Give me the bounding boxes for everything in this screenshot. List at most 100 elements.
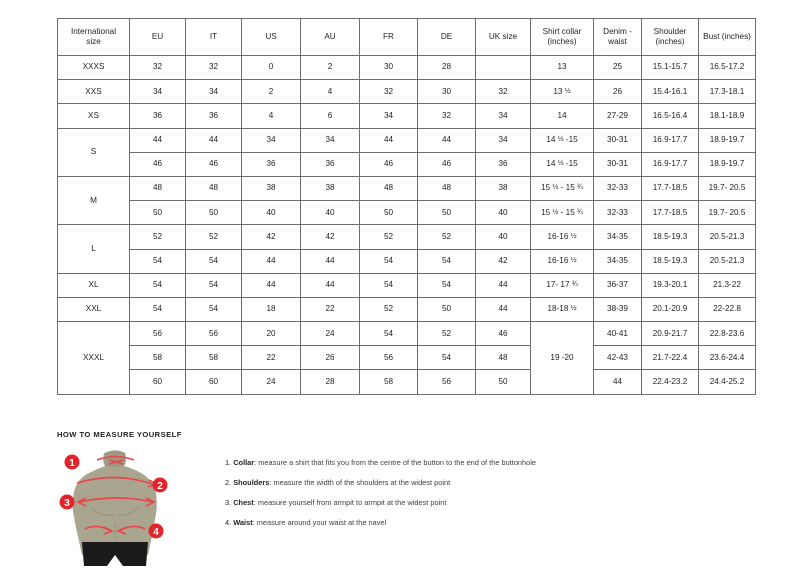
cell-au: 44 bbox=[300, 248, 360, 274]
cell-shirt-collar: 14 ½ -15 bbox=[530, 151, 594, 177]
cell-de: 44 bbox=[417, 127, 476, 153]
cell-fr: 54 bbox=[359, 321, 418, 347]
table-row: M 48 48 38 38 48 48 38 15 ½ - 15 ¾ 32-33 17.7-18.5… bbox=[57, 175, 756, 226]
cell-bust: 22.8-23.6 bbox=[698, 321, 756, 347]
collar-arrow bbox=[96, 455, 135, 465]
cell-fr: 58 bbox=[359, 369, 418, 395]
cell-de: 52 bbox=[417, 224, 476, 250]
cell-uk-size: 36 bbox=[475, 151, 531, 177]
marker-1: 1 bbox=[64, 454, 80, 470]
cell-denim-waist: 32-33 bbox=[593, 200, 642, 226]
cell-us: 38 bbox=[241, 175, 301, 202]
measure-step: 1. Collar: measure a shirt that fits you… bbox=[225, 459, 536, 466]
cell-fr: 34 bbox=[359, 103, 418, 129]
measure-step: 3. Chest: measure yourself from armpit t… bbox=[225, 499, 536, 506]
table-row: XXL 54 54 18 22 52 50 44 18-18 ½ 38-39 20.1-20.9 22… bbox=[57, 296, 756, 323]
cell-us: 2 bbox=[241, 79, 301, 105]
cell-fr: 52 bbox=[359, 224, 418, 250]
cell-us: 44 bbox=[241, 248, 301, 274]
cell-uk-size: 44 bbox=[475, 272, 531, 298]
cell-eu: 50 bbox=[129, 200, 186, 226]
measure-step-label: Shoulders bbox=[233, 477, 270, 487]
table-row: XXXL 56 56 20 24 54 52 46 19 -20 40-41 20.9-21.7 22… bbox=[57, 321, 756, 395]
table-row: 60 60 24 28 58 56 50 44 22.4-23.2 24.4-25.2 bbox=[58, 369, 756, 395]
cell-au: 34 bbox=[300, 127, 360, 153]
cell-shoulder: 17.7-18.5 bbox=[641, 175, 699, 202]
cell-us: 22 bbox=[241, 345, 301, 371]
cell-international-size: XXL bbox=[57, 296, 130, 323]
cell-shirt-collar: 16-16 ½ bbox=[530, 224, 594, 250]
header-row: International size EU IT US AU FR DE UK … bbox=[57, 18, 756, 56]
cell-shoulder: 20.1-20.9 bbox=[641, 296, 699, 323]
cell-international-size: S bbox=[57, 127, 130, 177]
cell-uk-size: 34 bbox=[475, 127, 531, 153]
measure-step-text: : measure the width of the shoulders at … bbox=[269, 477, 451, 487]
measure-step-text: : measure around your waist at the navel bbox=[252, 517, 387, 527]
cell-international-size: XL bbox=[57, 272, 130, 298]
table-row: XL 54 54 44 44 54 54 44 17- 17 ¾ 36-37 19.3-20.1 21… bbox=[57, 272, 756, 298]
measure-step-number: 1. bbox=[225, 458, 234, 467]
cell-au: 44 bbox=[300, 272, 360, 298]
table-row: XS 36 36 4 6 34 32 34 14 27-29 16.5-16.4 18.1-18.9 bbox=[57, 103, 756, 129]
cell-shirt-collar: 17- 17 ¾ bbox=[530, 272, 594, 298]
cell-bust: 24.4-25.2 bbox=[698, 369, 756, 395]
cell-de: 32 bbox=[417, 103, 476, 129]
header-line: waist bbox=[608, 37, 627, 46]
cell-au: 36 bbox=[300, 151, 360, 177]
cell-eu: 36 bbox=[129, 103, 186, 129]
column-header-it: IT bbox=[185, 18, 242, 56]
cell-de: 50 bbox=[417, 200, 476, 226]
cell-bust: 18.9-19.7 bbox=[698, 151, 756, 177]
how-to-measure-body: 1 2 3 4 1. Collar: measur bbox=[57, 445, 757, 566]
table-row: 50 50 40 40 50 50 40 15 ½ - 15 ¾ 32-33 17.7-18.5 1… bbox=[58, 200, 756, 226]
cell-de: 50 bbox=[417, 296, 476, 323]
cell-us: 24 bbox=[241, 369, 301, 395]
cell-bust: 17.3-18.1 bbox=[698, 79, 756, 105]
cell-us: 34 bbox=[241, 127, 301, 153]
cell-shoulder: 21.7-22.4 bbox=[641, 345, 699, 371]
svg-text:1: 1 bbox=[69, 458, 75, 469]
cell-denim-waist: 32-33 bbox=[593, 175, 642, 202]
cell-de: 52 bbox=[417, 321, 476, 347]
svg-text:3: 3 bbox=[64, 498, 70, 509]
cell-au: 24 bbox=[300, 321, 360, 347]
header-line: (inches) bbox=[547, 37, 577, 46]
cell-uk-size: 50 bbox=[475, 369, 531, 395]
cell-eu: 52 bbox=[129, 224, 186, 250]
cell-eu: 54 bbox=[129, 272, 186, 298]
cell-denim-waist: 30-31 bbox=[593, 127, 642, 153]
cell-bust: 18.9-19.7 bbox=[698, 127, 756, 153]
cell-uk-size: 40 bbox=[475, 224, 531, 250]
cell-eu: 32 bbox=[129, 54, 186, 81]
cell-us: 44 bbox=[241, 272, 301, 298]
cell-fr: 52 bbox=[359, 296, 418, 323]
svg-text:4: 4 bbox=[153, 527, 159, 538]
cell-shirt-collar: 13 ½ bbox=[530, 79, 594, 105]
table-row: L 52 52 42 42 52 52 40 16-16 ½ 34-35 18.5-19.3 20.5… bbox=[57, 224, 756, 274]
cell-it: 54 bbox=[185, 296, 242, 323]
cell-denim-waist: 34-35 bbox=[593, 224, 642, 250]
cell-uk-size: 40 bbox=[475, 200, 531, 226]
cell-shirt-collar: 15 ½ - 15 ¾ bbox=[530, 175, 594, 202]
cell-au: 4 bbox=[300, 79, 360, 105]
cell-it: 56 bbox=[185, 321, 242, 347]
cell-denim-waist: 27-29 bbox=[593, 103, 642, 129]
cell-au: 6 bbox=[300, 103, 360, 129]
cell-fr: 54 bbox=[359, 272, 418, 298]
cell-it: 52 bbox=[185, 224, 242, 250]
cell-it: 60 bbox=[185, 369, 242, 395]
table-body: XXXS 32 32 0 2 30 28 13 25 15.1-15.7 16.5-17.2 XXS 3… bbox=[57, 54, 756, 395]
cell-bust: 19.7- 20.5 bbox=[698, 200, 756, 226]
measure-step-number: 4. bbox=[225, 517, 234, 527]
cell-fr: 32 bbox=[359, 79, 418, 105]
cell-eu: 44 bbox=[129, 127, 186, 153]
cell-eu: 56 bbox=[129, 321, 186, 347]
cell-de: 46 bbox=[417, 151, 476, 177]
cell-denim-waist: 30-31 bbox=[593, 151, 642, 177]
header-line: (inches) bbox=[655, 37, 685, 46]
column-header-shoulder: Shoulder (inches) bbox=[641, 18, 699, 56]
cell-de: 30 bbox=[417, 79, 476, 105]
cell-international-size: M bbox=[57, 175, 130, 226]
cell-au: 40 bbox=[300, 200, 360, 226]
